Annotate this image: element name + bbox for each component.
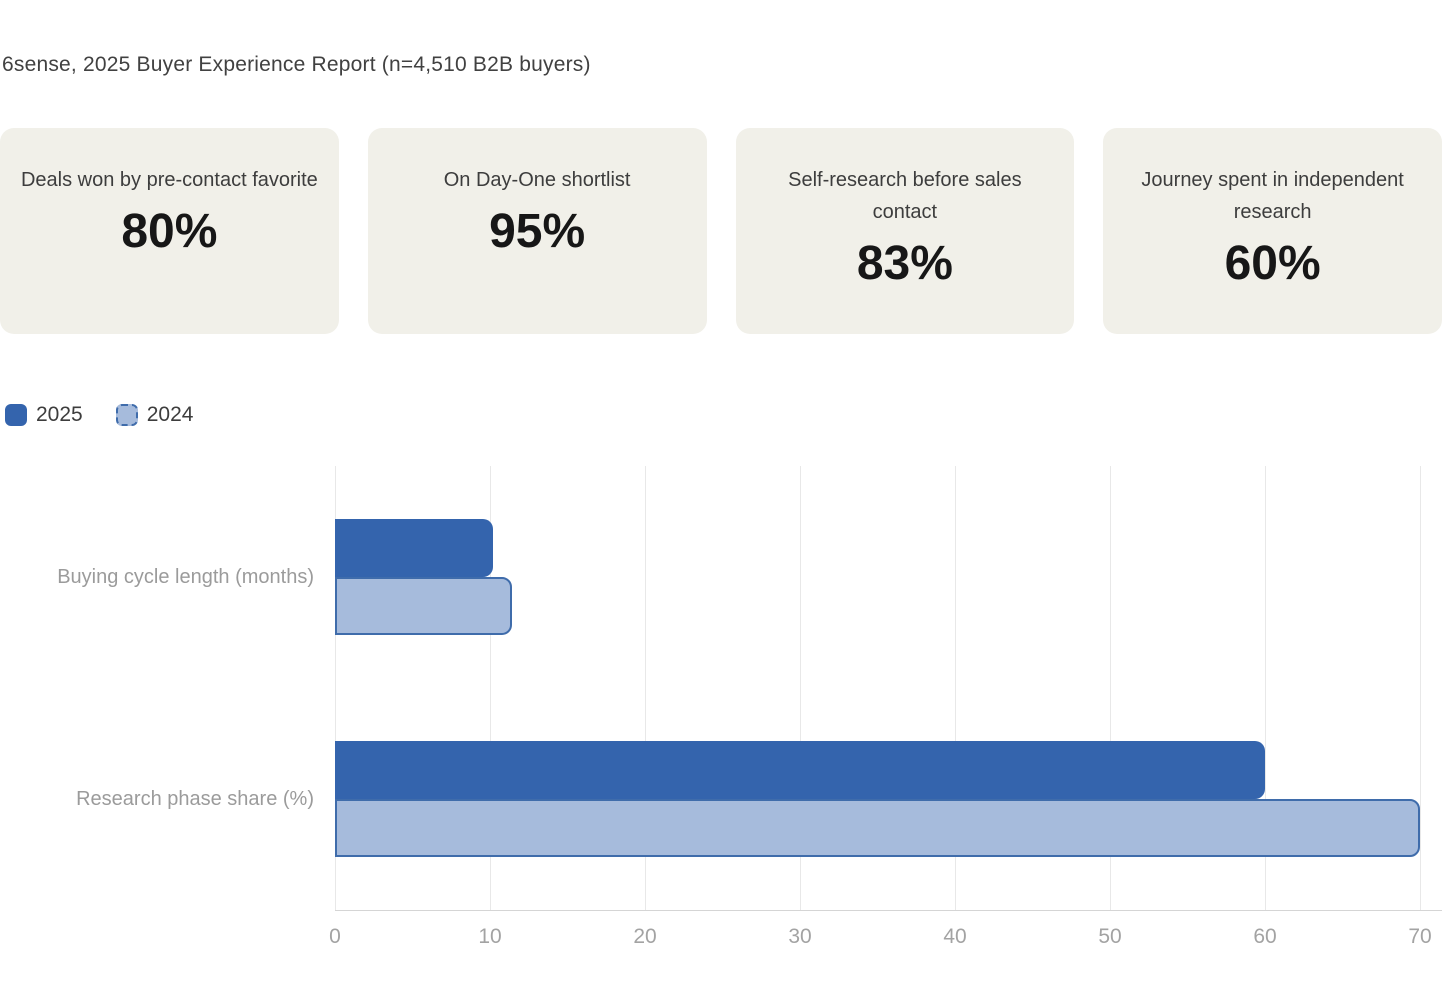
x-tick-label: 50 xyxy=(1098,925,1122,948)
gridline xyxy=(335,466,336,910)
legend-label: 2025 xyxy=(36,403,83,426)
bar-2024 xyxy=(335,577,512,635)
category-label: Buying cycle length (months) xyxy=(57,566,314,588)
bar-2025 xyxy=(335,741,1265,799)
x-axis-line xyxy=(335,910,1442,911)
gridline xyxy=(645,466,646,910)
stat-card: Journey spent in independent research 60% xyxy=(1103,128,1442,334)
x-tick-label: 40 xyxy=(943,925,967,948)
category-label: Research phase share (%) xyxy=(76,788,314,810)
stat-card-value: 80% xyxy=(121,205,218,258)
stat-card-label: Self-research before sales contact xyxy=(788,169,1022,223)
x-tick-label: 30 xyxy=(788,925,812,948)
x-tick-label: 20 xyxy=(633,925,657,948)
plot-area xyxy=(335,466,1421,910)
bar-2024 xyxy=(335,799,1420,857)
legend-item: 2025 xyxy=(5,403,83,427)
gridline xyxy=(490,466,491,910)
bar-2025 xyxy=(335,519,494,577)
legend-label: 2024 xyxy=(146,403,194,426)
x-tick-label: 10 xyxy=(478,925,502,948)
legend-item: 2024 xyxy=(115,403,194,427)
stat-card-label: Deals won by pre-contact favorite xyxy=(20,169,318,191)
x-tick-label: 60 xyxy=(1253,925,1277,948)
gridline xyxy=(955,466,956,910)
legend-swatch-icon xyxy=(5,404,27,426)
x-tick-label: 70 xyxy=(1408,925,1432,948)
stat-card-label: Journey spent in independent research xyxy=(1141,169,1404,223)
stat-cards-row: Deals won by pre-contact favorite 80% On D… xyxy=(0,128,1442,334)
page-title: 6sense, 2025 Buyer Experience Report (n=… xyxy=(2,53,591,76)
chart-legend: 2025 2024 xyxy=(5,402,193,428)
stat-card: Self-research before sales contact 83% xyxy=(735,128,1075,334)
legend-swatch-icon xyxy=(115,404,138,426)
stat-card-value: 95% xyxy=(489,205,586,258)
stat-card: On Day-One shortlist 95% xyxy=(367,128,707,334)
gridline xyxy=(800,466,801,910)
x-tick-label: 0 xyxy=(329,925,341,948)
stat-card-value: 60% xyxy=(1224,237,1321,290)
stat-card-value: 83% xyxy=(856,237,953,290)
gridline xyxy=(1420,466,1421,910)
gridline xyxy=(1265,466,1266,910)
gridline xyxy=(1110,466,1111,910)
stat-card: Deals won by pre-contact favorite 80% xyxy=(0,128,339,334)
stat-card-label: On Day-One shortlist xyxy=(443,169,631,191)
